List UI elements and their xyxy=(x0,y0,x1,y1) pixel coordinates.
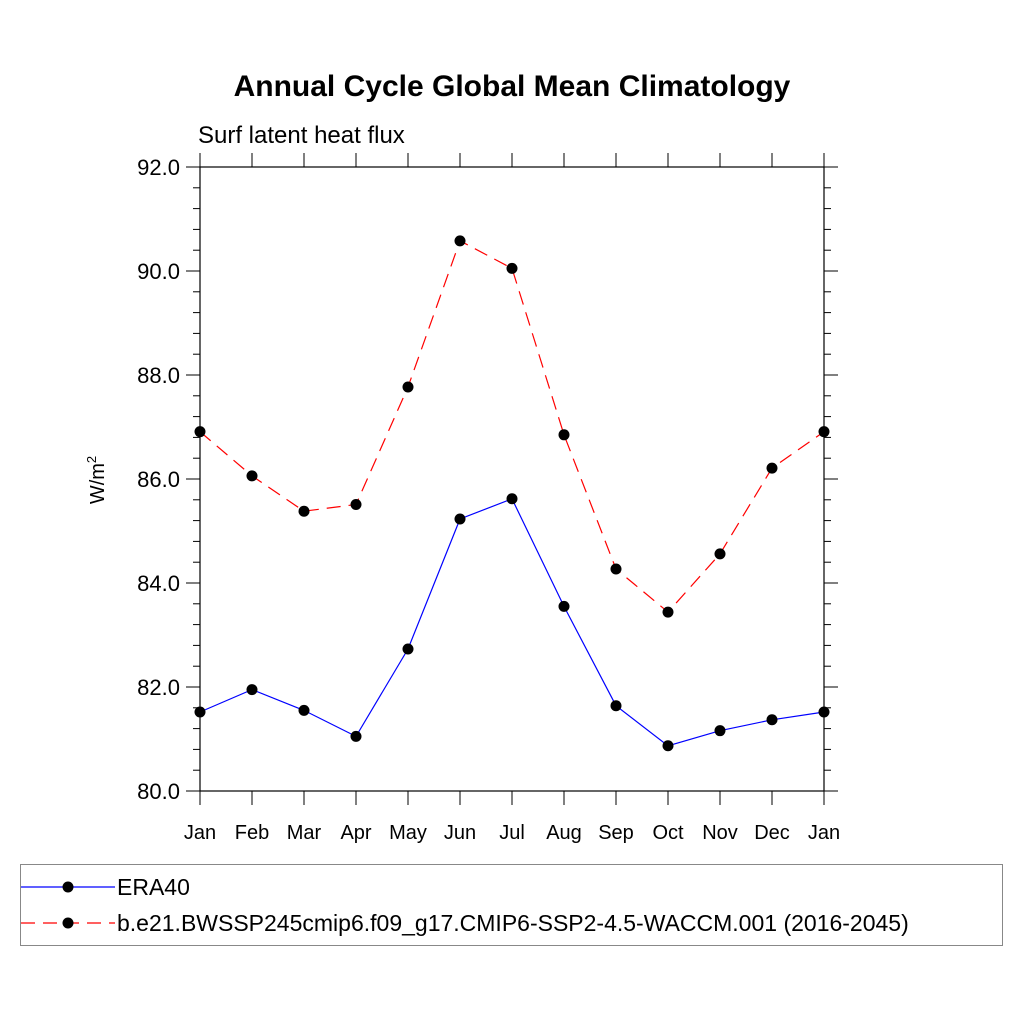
series-0 xyxy=(194,493,830,752)
data-point xyxy=(194,426,206,438)
y-axis-label-text: W/m xyxy=(87,463,109,504)
marker-icon xyxy=(62,917,74,929)
line-chart: 80.0 82.0 84.0 86.0 88.0 90.0 92.0 Jan Feb Mar Ap… xyxy=(84,153,840,844)
data-point xyxy=(818,706,830,718)
data-point xyxy=(558,600,570,612)
data-point xyxy=(194,706,206,718)
y-tick-label: 86.0 xyxy=(137,467,180,492)
legend-item-era40: ERA40 xyxy=(21,869,190,905)
data-point xyxy=(662,740,674,752)
x-tick-labels: Jan Feb Mar Apr May Jun Jul Aug Sep Oct Nov Dec Jan xyxy=(184,822,840,844)
data-point xyxy=(766,462,778,474)
axis-ticks xyxy=(186,153,838,805)
legend-swatch-era40 xyxy=(21,881,115,893)
x-tick-label: Dec xyxy=(754,822,790,844)
data-point xyxy=(350,730,362,742)
y-tick-label: 92.0 xyxy=(137,155,180,180)
chart-subtitle: Surf latent heat flux xyxy=(198,122,405,149)
data-point xyxy=(298,505,310,517)
x-tick-label: Oct xyxy=(652,822,684,844)
plot-frame xyxy=(199,166,825,792)
marker-icon xyxy=(62,881,74,893)
data-point xyxy=(246,470,258,482)
data-point xyxy=(506,493,518,505)
legend-label-era40: ERA40 xyxy=(117,873,190,900)
data-point xyxy=(558,429,570,441)
x-tick-label: Nov xyxy=(702,822,738,844)
data-point xyxy=(298,704,310,716)
chart-title: Annual Cycle Global Mean Climatology xyxy=(233,70,791,103)
y-axis-label: W/m2 xyxy=(84,456,109,504)
series-layer xyxy=(194,235,830,752)
data-point xyxy=(766,714,778,726)
series-line xyxy=(199,498,825,747)
x-tick-label: Jul xyxy=(499,822,525,844)
x-tick-label: Jan xyxy=(808,822,840,844)
legend-label-waccm: b.e21.BWSSP245cmip6.f09_g17.CMIP6-SSP2-4… xyxy=(117,909,909,936)
x-tick-label: Feb xyxy=(235,822,269,844)
series-1 xyxy=(194,235,830,618)
data-point xyxy=(610,700,622,712)
y-tick-label: 90.0 xyxy=(137,259,180,284)
y-axis-label-superscript: 2 xyxy=(84,456,99,463)
data-point xyxy=(454,513,466,525)
y-tick-labels: 80.0 82.0 84.0 86.0 88.0 90.0 92.0 xyxy=(137,155,180,804)
legend-item-waccm: b.e21.BWSSP245cmip6.f09_g17.CMIP6-SSP2-4… xyxy=(21,905,909,941)
x-tick-label: Apr xyxy=(340,822,371,844)
data-point xyxy=(246,684,258,696)
data-point xyxy=(610,563,622,575)
x-tick-label: Mar xyxy=(287,822,322,844)
x-tick-label: Jan xyxy=(184,822,216,844)
data-point xyxy=(402,643,414,655)
x-tick-label: Aug xyxy=(546,822,582,844)
data-point xyxy=(402,381,414,393)
x-tick-label: May xyxy=(389,822,427,844)
data-point xyxy=(714,548,726,560)
data-point xyxy=(662,606,674,618)
y-tick-label: 80.0 xyxy=(137,779,180,804)
series-line xyxy=(199,239,825,613)
data-point xyxy=(714,725,726,737)
data-point xyxy=(454,235,466,247)
data-point xyxy=(818,426,830,438)
y-tick-label: 88.0 xyxy=(137,363,180,388)
data-point xyxy=(506,262,518,274)
x-tick-label: Sep xyxy=(598,822,634,844)
legend-swatch-waccm xyxy=(21,917,115,929)
data-point xyxy=(350,498,362,510)
legend: ERA40 b.e21.BWSSP245cmip6.f09_g17.CMIP6-… xyxy=(20,864,1003,946)
y-tick-label: 84.0 xyxy=(137,571,180,596)
x-tick-label: Jun xyxy=(444,822,476,844)
y-tick-label: 82.0 xyxy=(137,675,180,700)
